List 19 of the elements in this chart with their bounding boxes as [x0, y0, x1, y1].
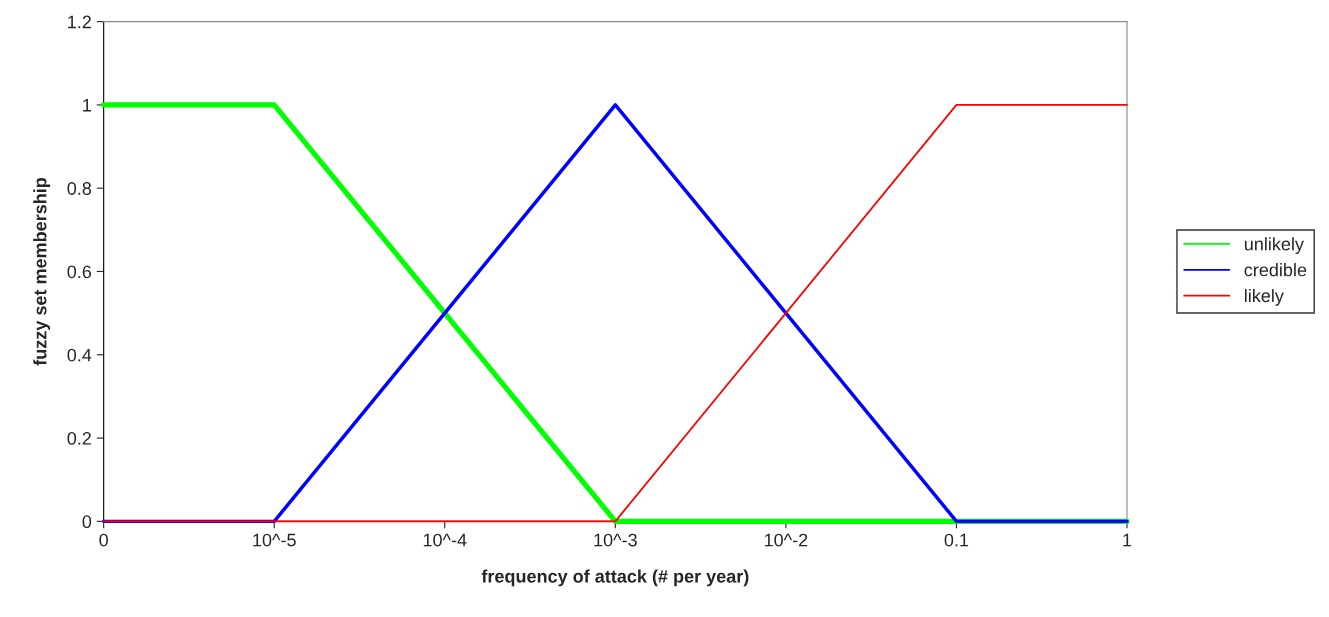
y-tick-label: 1 — [83, 99, 91, 112]
x-tick-label: 10^-5 — [253, 533, 296, 547]
y-axis-title: fuzzy set membership — [33, 177, 51, 366]
x-tick-label: 1 — [1123, 533, 1132, 547]
y-tick-label: 0 — [82, 515, 92, 529]
x-tick-label: 0 — [99, 533, 108, 547]
legend-label: likely — [1244, 288, 1284, 306]
y-tick-label: 0.2 — [67, 432, 91, 445]
legend-label: credible — [1244, 263, 1307, 277]
x-tick-label: 10^-3 — [594, 533, 637, 547]
x-tick-label: 0.1 — [944, 533, 969, 547]
y-tick-label: 0.8 — [67, 182, 92, 195]
y-tick-label: 1.2 — [68, 15, 91, 29]
legend-label: unlikely — [1244, 237, 1304, 255]
y-tick-label: 0.6 — [67, 265, 92, 279]
x-tick-label: 10^-4 — [423, 533, 467, 547]
x-axis-title: frequency of attack (# per year) — [481, 569, 749, 587]
x-tick-label: 10^-2 — [764, 533, 808, 547]
y-tick-label: 0.4 — [67, 348, 92, 362]
